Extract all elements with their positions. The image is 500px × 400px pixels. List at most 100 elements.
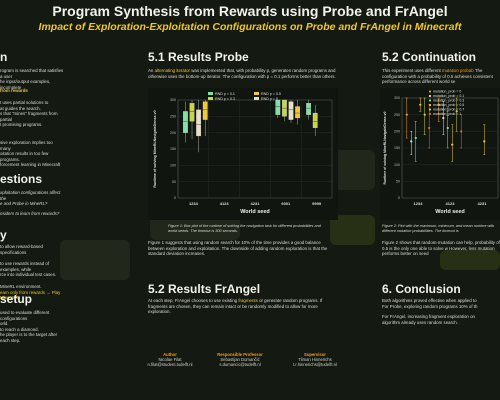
- legend-swatch: [208, 92, 213, 95]
- y-tick-label: 50: [172, 180, 176, 184]
- author-block: Author Nicolae Filat n.filat@student.tud…: [147, 352, 193, 367]
- x-tick-label: 4123: [220, 201, 230, 206]
- y-tick-label: 250: [170, 115, 176, 119]
- y-tick-label: 50: [396, 180, 400, 184]
- x-axis-label: World seed: [240, 209, 270, 215]
- legend-marker: [428, 108, 432, 111]
- poster-header: Program Synthesis from Rewards using Pro…: [0, 0, 500, 42]
- x-tick-label: 4123: [446, 201, 456, 206]
- setup-heading: setup: [0, 292, 33, 306]
- box: [275, 99, 281, 115]
- box: [295, 106, 301, 119]
- continuation-intro: This experiment uses different mutation …: [382, 68, 493, 85]
- poster-subtitle: Impact of Exploration-Exploitation Confi…: [38, 21, 462, 33]
- probe-boxplot: 0 50 100 150 200 250 300 1234 4123 4231 6001 9999 Wo…: [153, 92, 333, 215]
- mean-point: [460, 130, 463, 133]
- legend-marker: [428, 112, 432, 116]
- legend-marker: [428, 99, 432, 102]
- y-tick-label: 300: [170, 98, 176, 102]
- mean-point: [451, 143, 454, 146]
- intro-text-3: sive exploration implies too many oitati…: [0, 140, 61, 168]
- continuation-heading: 5.2 Continuation: [382, 50, 476, 64]
- conclusion-heading: 6. Conclusion: [382, 282, 461, 296]
- intro-heading: n: [0, 50, 8, 64]
- y-tick-label: 150: [394, 146, 400, 150]
- legend-label: RND p = 0.5: [261, 92, 281, 96]
- methodology-text: to allow reward-based specifications to …: [0, 244, 61, 301]
- intro-text-2: t uses partial solutions to at guides th…: [0, 100, 58, 128]
- mean-point: [428, 126, 431, 130]
- legend-swatch: [254, 97, 259, 100]
- legend-label: RND p = 0.3: [215, 97, 235, 101]
- legend-label: mutation_prob = 0.7: [433, 108, 464, 112]
- mean-point: [437, 103, 440, 106]
- legend-label: mutation_prob = 0.5: [433, 103, 464, 107]
- legend-marker: [428, 103, 432, 107]
- probe-conclusion: Figure 1 suggests that using random sear…: [148, 240, 328, 257]
- legend-label: mutation_prob = 0: [433, 90, 461, 94]
- questions-heading: estions: [0, 172, 43, 186]
- conclusion-text: Both algorithms proved effective when ap…: [382, 298, 478, 325]
- box: [312, 112, 318, 128]
- box: [202, 101, 208, 120]
- intro-text: rogram is searched that satisfies a user…: [0, 68, 64, 90]
- legend-label: mutation_prob = 1: [433, 112, 461, 116]
- continuation-chart: 0 50 100 150 200 250 300 1234 4123 4231 World seed…: [380, 88, 500, 220]
- mean-point: [423, 113, 426, 116]
- y-tick-label: 200: [394, 130, 400, 134]
- poster-title: Program Synthesis from Rewards using Pro…: [52, 3, 448, 19]
- bg-patch: [60, 240, 130, 280]
- frangel-text: At each step, FrAngel chooses to use exi…: [148, 298, 323, 315]
- continuation-caption: Figure 2: Plot with the maximum, minimum…: [382, 224, 495, 233]
- methodology-heading: y: [0, 228, 7, 242]
- mean-point: [483, 140, 486, 143]
- intro-subheading: from rewards: [0, 88, 28, 93]
- legend-label: mutation_prob = 0.3: [433, 99, 464, 103]
- continuation-conclusion: Figure 2 shows that random-mutation can …: [382, 240, 500, 257]
- y-tick-label: 200: [170, 131, 176, 135]
- box: [196, 109, 202, 137]
- mean-point: [455, 110, 458, 113]
- legend-swatch: [254, 92, 259, 95]
- x-tick-label: 1234: [189, 201, 199, 206]
- x-axis-label: World seed: [435, 209, 465, 215]
- probe-caption: Figure 1: Box plot of the runtime of sol…: [168, 224, 321, 233]
- y-axis-label: Runtime of solving MineRLNavigateDense-v…: [153, 110, 157, 187]
- probe-heading: 5.1 Results Probe: [148, 50, 249, 64]
- probe-chart: 0 50 100 150 200 250 300 1234 4123 4231 6001 9999 Wo…: [148, 88, 338, 220]
- legend-marker: [428, 94, 432, 98]
- mean-point: [414, 136, 417, 140]
- x-tick-label: 6001: [281, 201, 291, 206]
- x-tick-label: 4231: [478, 201, 488, 206]
- y-tick-label: 100: [394, 163, 400, 167]
- y-tick-label: 0: [398, 196, 400, 200]
- box: [189, 103, 195, 122]
- y-tick-label: 0: [174, 196, 176, 200]
- y-tick-label: 150: [170, 147, 176, 151]
- x-tick-label: 4231: [251, 201, 261, 206]
- setup-text: used to evaluate different configuration…: [0, 310, 58, 343]
- bg-patch: [330, 215, 375, 245]
- box: [288, 101, 294, 120]
- legend-label: RND p = 0.1: [215, 92, 235, 96]
- y-axis-label: Runtime of solving MineRLNavigateDense-v…: [383, 111, 387, 184]
- questions-text: xploitation configurations affect the e …: [0, 190, 61, 216]
- mean-point: [410, 140, 413, 143]
- frangel-heading: 5.2 Results FrAngel: [148, 282, 261, 296]
- mean-point: [405, 113, 408, 116]
- mean-point: [446, 126, 449, 130]
- professor-block: Responsible Professor Sebastijan Dumanči…: [217, 352, 263, 367]
- bg-patch: [440, 250, 500, 270]
- mean-point: [419, 103, 422, 106]
- box: [183, 111, 188, 133]
- y-tick-label: 250: [394, 113, 400, 117]
- y-tick-label: 300: [394, 96, 400, 100]
- legend-swatch: [208, 97, 213, 100]
- legend-label: RND p = 0: [261, 97, 278, 101]
- x-tick-label: 1234: [414, 201, 424, 206]
- probe-intro: An alternating iterator was implemented …: [148, 68, 336, 79]
- legend-marker: [428, 90, 432, 93]
- legend-label: mutation_prob = 0.1: [433, 94, 464, 98]
- y-tick-label: 100: [170, 164, 176, 168]
- box: [306, 103, 312, 115]
